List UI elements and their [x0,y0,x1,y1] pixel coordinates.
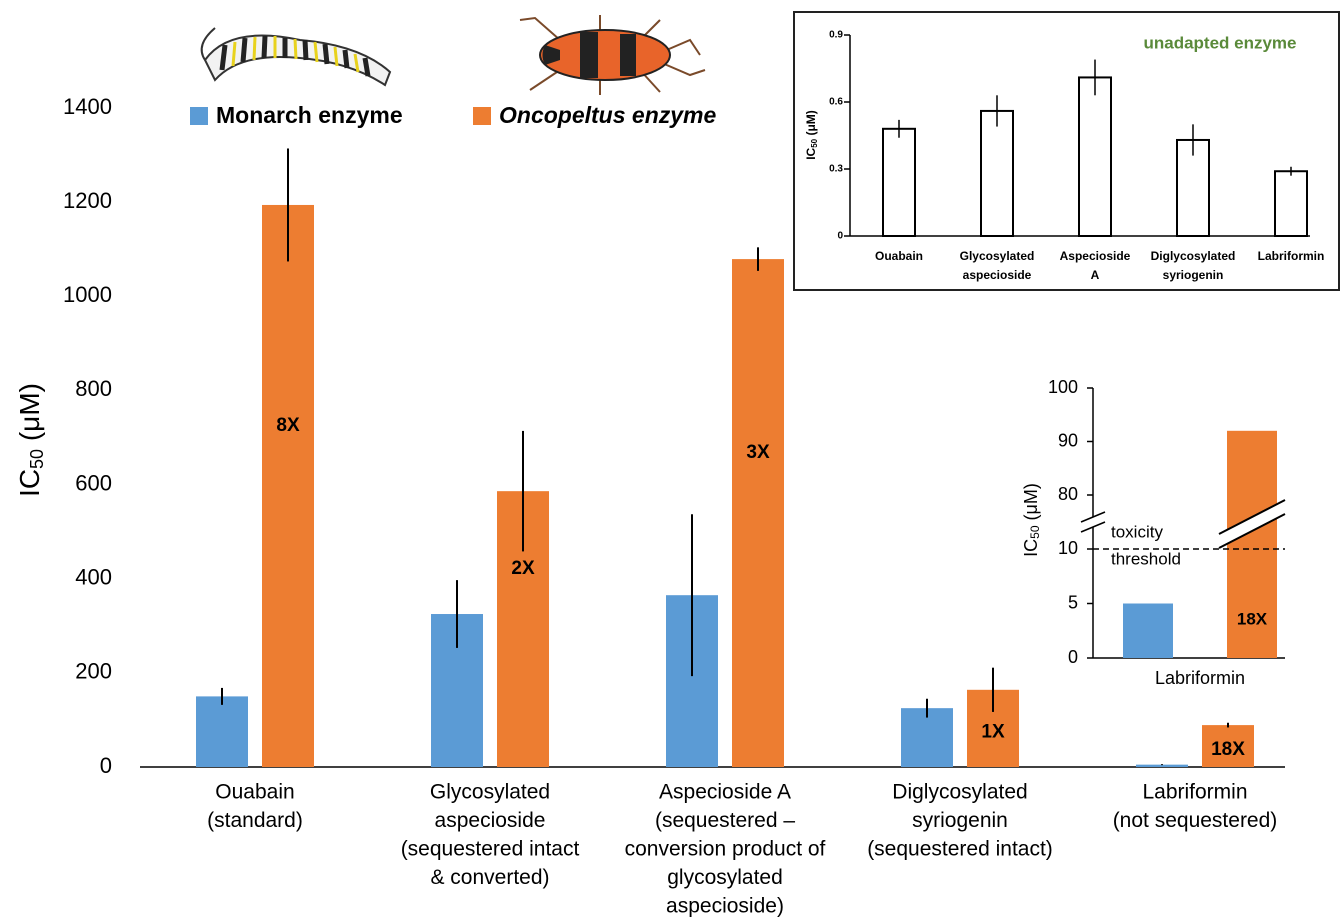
y-tick-label: 90 [1058,430,1078,450]
y-tick-label: 800 [75,376,112,401]
bar [980,109,1014,237]
x-tick-label: (sequestered – [655,809,795,832]
x-tick-label: Aspecioside [1060,249,1131,263]
x-tick-label: Labriformin [1258,249,1325,263]
x-tick-label: (sequestered intact) [867,838,1053,861]
value-label: 8X [276,415,300,436]
y-tick-label: 1200 [63,188,112,213]
value-label: 18X [1237,609,1268,628]
x-tick-label: conversion product of [625,838,826,861]
x-tick-label: aspecioside [963,268,1032,282]
x-tick-label: Glycosylated [430,781,550,804]
y-tick-label: 0.9 [829,30,843,41]
legend-label: Oncopeltus enzyme [499,102,716,128]
y-label-sub: 50 [27,449,47,469]
y-label-main: IC [804,147,818,159]
threshold-label: toxicity [1111,522,1163,541]
y-tick-label: 400 [75,565,112,590]
bar [901,708,953,767]
bar [196,696,248,767]
bug-illustration [519,15,706,95]
bar [1176,138,1210,237]
value-label: 1X [981,721,1005,742]
x-tick-label: & converted) [430,866,549,889]
bar [1123,603,1173,658]
bar [732,259,784,767]
y-tick-label: 600 [75,470,112,495]
y-tick-label: 1400 [63,94,112,119]
value-label: 2X [511,558,535,579]
y-axis-label: IC50 (μM) [14,383,46,497]
x-tick-label: Glycosylated [960,249,1035,263]
inset-y-axis-label: IC50 (μM) [1021,483,1042,557]
x-tick-label: (standard) [207,809,303,832]
y-tick-label: 0 [837,231,843,242]
bar-break-mark [1218,499,1286,535]
caterpillar-illustration [200,27,392,87]
x-tick-label: aspecioside) [666,895,784,918]
y-label-sub: 50 [1028,525,1042,539]
y-tick-label: 0.6 [829,97,843,108]
legend-swatch [473,107,491,125]
threshold-label: threshold [1111,549,1181,568]
value-label: 18X [1211,739,1245,760]
bar-break-gap [1219,500,1285,548]
x-tick-label: A [1091,268,1100,282]
axis-break-mark [1080,511,1106,523]
x-tick-label: Diglycosylated [1151,249,1236,263]
y-label-main: IC [1021,539,1041,557]
bar [1202,725,1254,767]
y-label-main: IC [14,469,45,497]
bar-break-mark [1218,513,1286,549]
y-label-unit: (μM) [1021,483,1041,525]
x-tick-label: Aspecioside A [659,781,791,804]
x-tick-label: glycosylated [667,866,783,889]
y-tick-label: 80 [1058,484,1078,504]
x-tick-label: Labriformin [1155,668,1245,688]
y-tick-label: 0.3 [829,164,843,175]
y-label-unit: (μM) [804,110,818,139]
x-tick-label: syriogenin [1163,268,1224,282]
bar [1227,430,1277,658]
x-tick-label: (sequestered intact [401,838,580,861]
x-tick-label: Ouabain [875,249,923,263]
y-tick-label: 100 [1048,377,1078,397]
x-tick-label: syriogenin [912,809,1008,832]
bar [1274,170,1308,238]
y-tick-label: 1000 [63,282,112,307]
x-tick-label: (not sequestered) [1113,809,1278,832]
bar [882,127,916,237]
y-tick-label: 10 [1058,538,1078,558]
axis-break-gap [1081,517,1105,527]
bar [1136,764,1188,767]
y-label-unit: (μM) [14,383,45,449]
y-tick-label: 0 [100,753,112,778]
value-label: 3X [746,442,770,463]
x-tick-label: Labriformin [1142,781,1247,804]
inset-title: unadapted enzyme [1143,33,1296,52]
bar [1078,76,1112,237]
axis-break-mark [1080,521,1106,533]
y-tick-label: 0 [1068,647,1078,667]
inset-y-axis-label: IC50 (μM) [804,110,819,160]
legend: Monarch enzyme Oncopeltus enzyme [190,102,716,128]
x-tick-label: Ouabain [215,781,294,804]
x-tick-label: Diglycosylated [892,781,1027,804]
legend-label: Monarch enzyme [216,102,403,128]
bar [262,204,314,767]
y-tick-label: 5 [1068,592,1078,612]
y-tick-label: 200 [75,659,112,684]
x-tick-label: aspecioside [435,809,546,832]
legend-swatch [190,107,208,125]
y-label-sub: 50 [810,138,819,147]
